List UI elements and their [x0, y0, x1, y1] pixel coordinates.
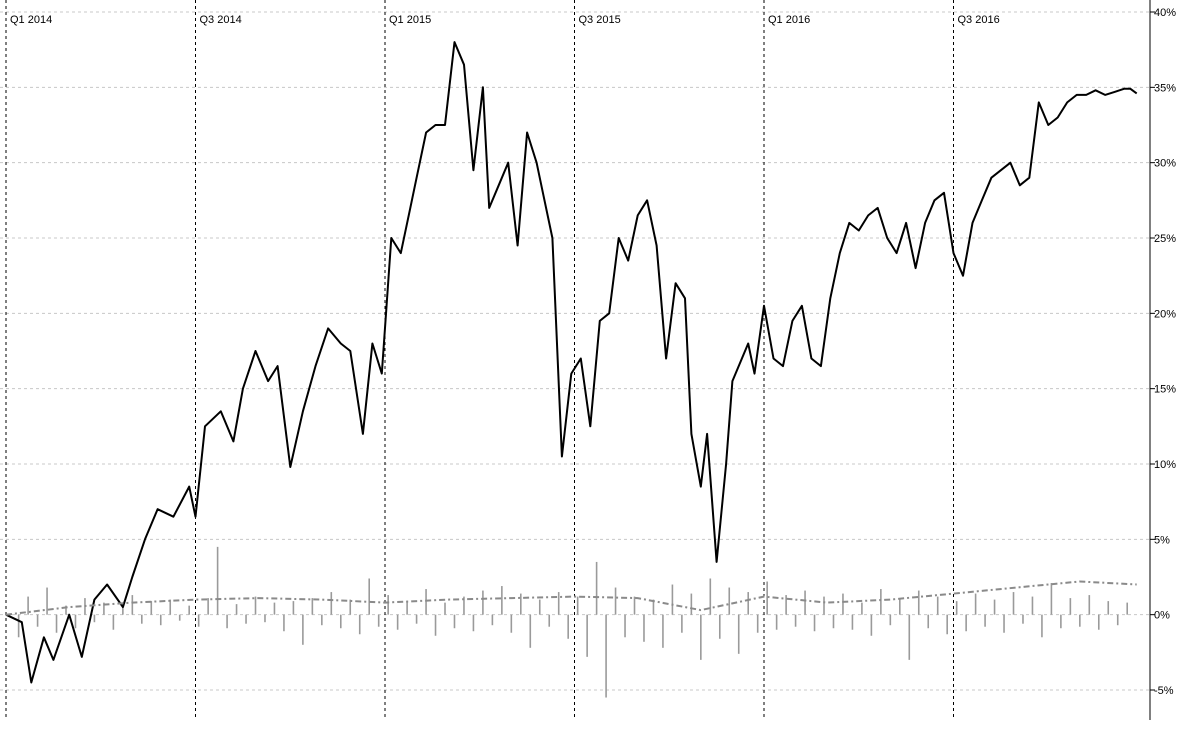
period-label: Q1 2014 — [10, 14, 52, 26]
y-tick-label: 25% — [1154, 233, 1176, 245]
y-tick-label: 30% — [1154, 158, 1176, 170]
series-lines — [5, 41, 1138, 684]
period-gridlines — [5, 0, 954, 720]
y-tick-label: 10% — [1154, 459, 1176, 471]
y-tick-label: 40% — [1154, 7, 1176, 19]
y-tick-label: 5% — [1154, 534, 1170, 546]
y-axis-ticks: 40% 35% 30% 25% 20% 15% 10% 5% 0% -5% — [1150, 7, 1176, 697]
period-label: Q1 2015 — [389, 14, 431, 26]
period-labels: Q1 2014 Q3 2014 Q1 2015 Q3 2015 Q1 2016 Q3 20… — [10, 14, 1000, 26]
y-tick-label: -5% — [1154, 685, 1174, 697]
period-label: Q3 2015 — [579, 14, 621, 26]
rolling-average-line — [5, 580, 1137, 616]
daily-return-bars — [17, 546, 1129, 698]
y-tick-label: 15% — [1154, 384, 1176, 396]
y-tick-label: 20% — [1154, 308, 1176, 320]
period-label: Q1 2016 — [768, 14, 810, 26]
cumulative-return-line — [5, 41, 1138, 684]
y-tick-label: 0% — [1154, 610, 1170, 622]
period-label: Q3 2016 — [958, 14, 1000, 26]
period-label: Q3 2014 — [200, 14, 242, 26]
y-tick-label: 35% — [1154, 82, 1176, 94]
